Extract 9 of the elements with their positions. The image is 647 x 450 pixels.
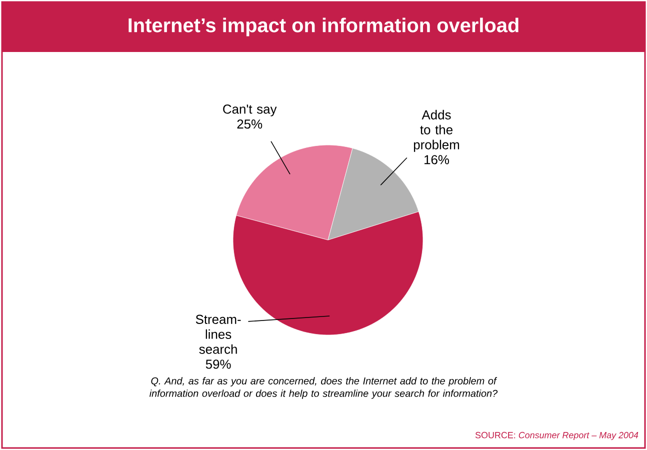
slice-label: Can't say bbox=[223, 104, 277, 116]
slice-label: Adds to the problem bbox=[414, 110, 460, 152]
text: Q. And, as far as you are concerned, does the Internet add to the problem of information overload or does it help to streamline your search for information? bbox=[150, 377, 498, 399]
data-label: 59% bbox=[206, 360, 231, 369]
data-label: 16% bbox=[424, 155, 450, 164]
source-note: SOURCE: Consumer Report – May 2004 bbox=[475, 432, 638, 440]
slice-label: Stream-lines search bbox=[196, 314, 241, 354]
chart-title: Internet’s impact on information overload bbox=[128, 18, 518, 36]
data-label: 25% bbox=[237, 119, 262, 129]
